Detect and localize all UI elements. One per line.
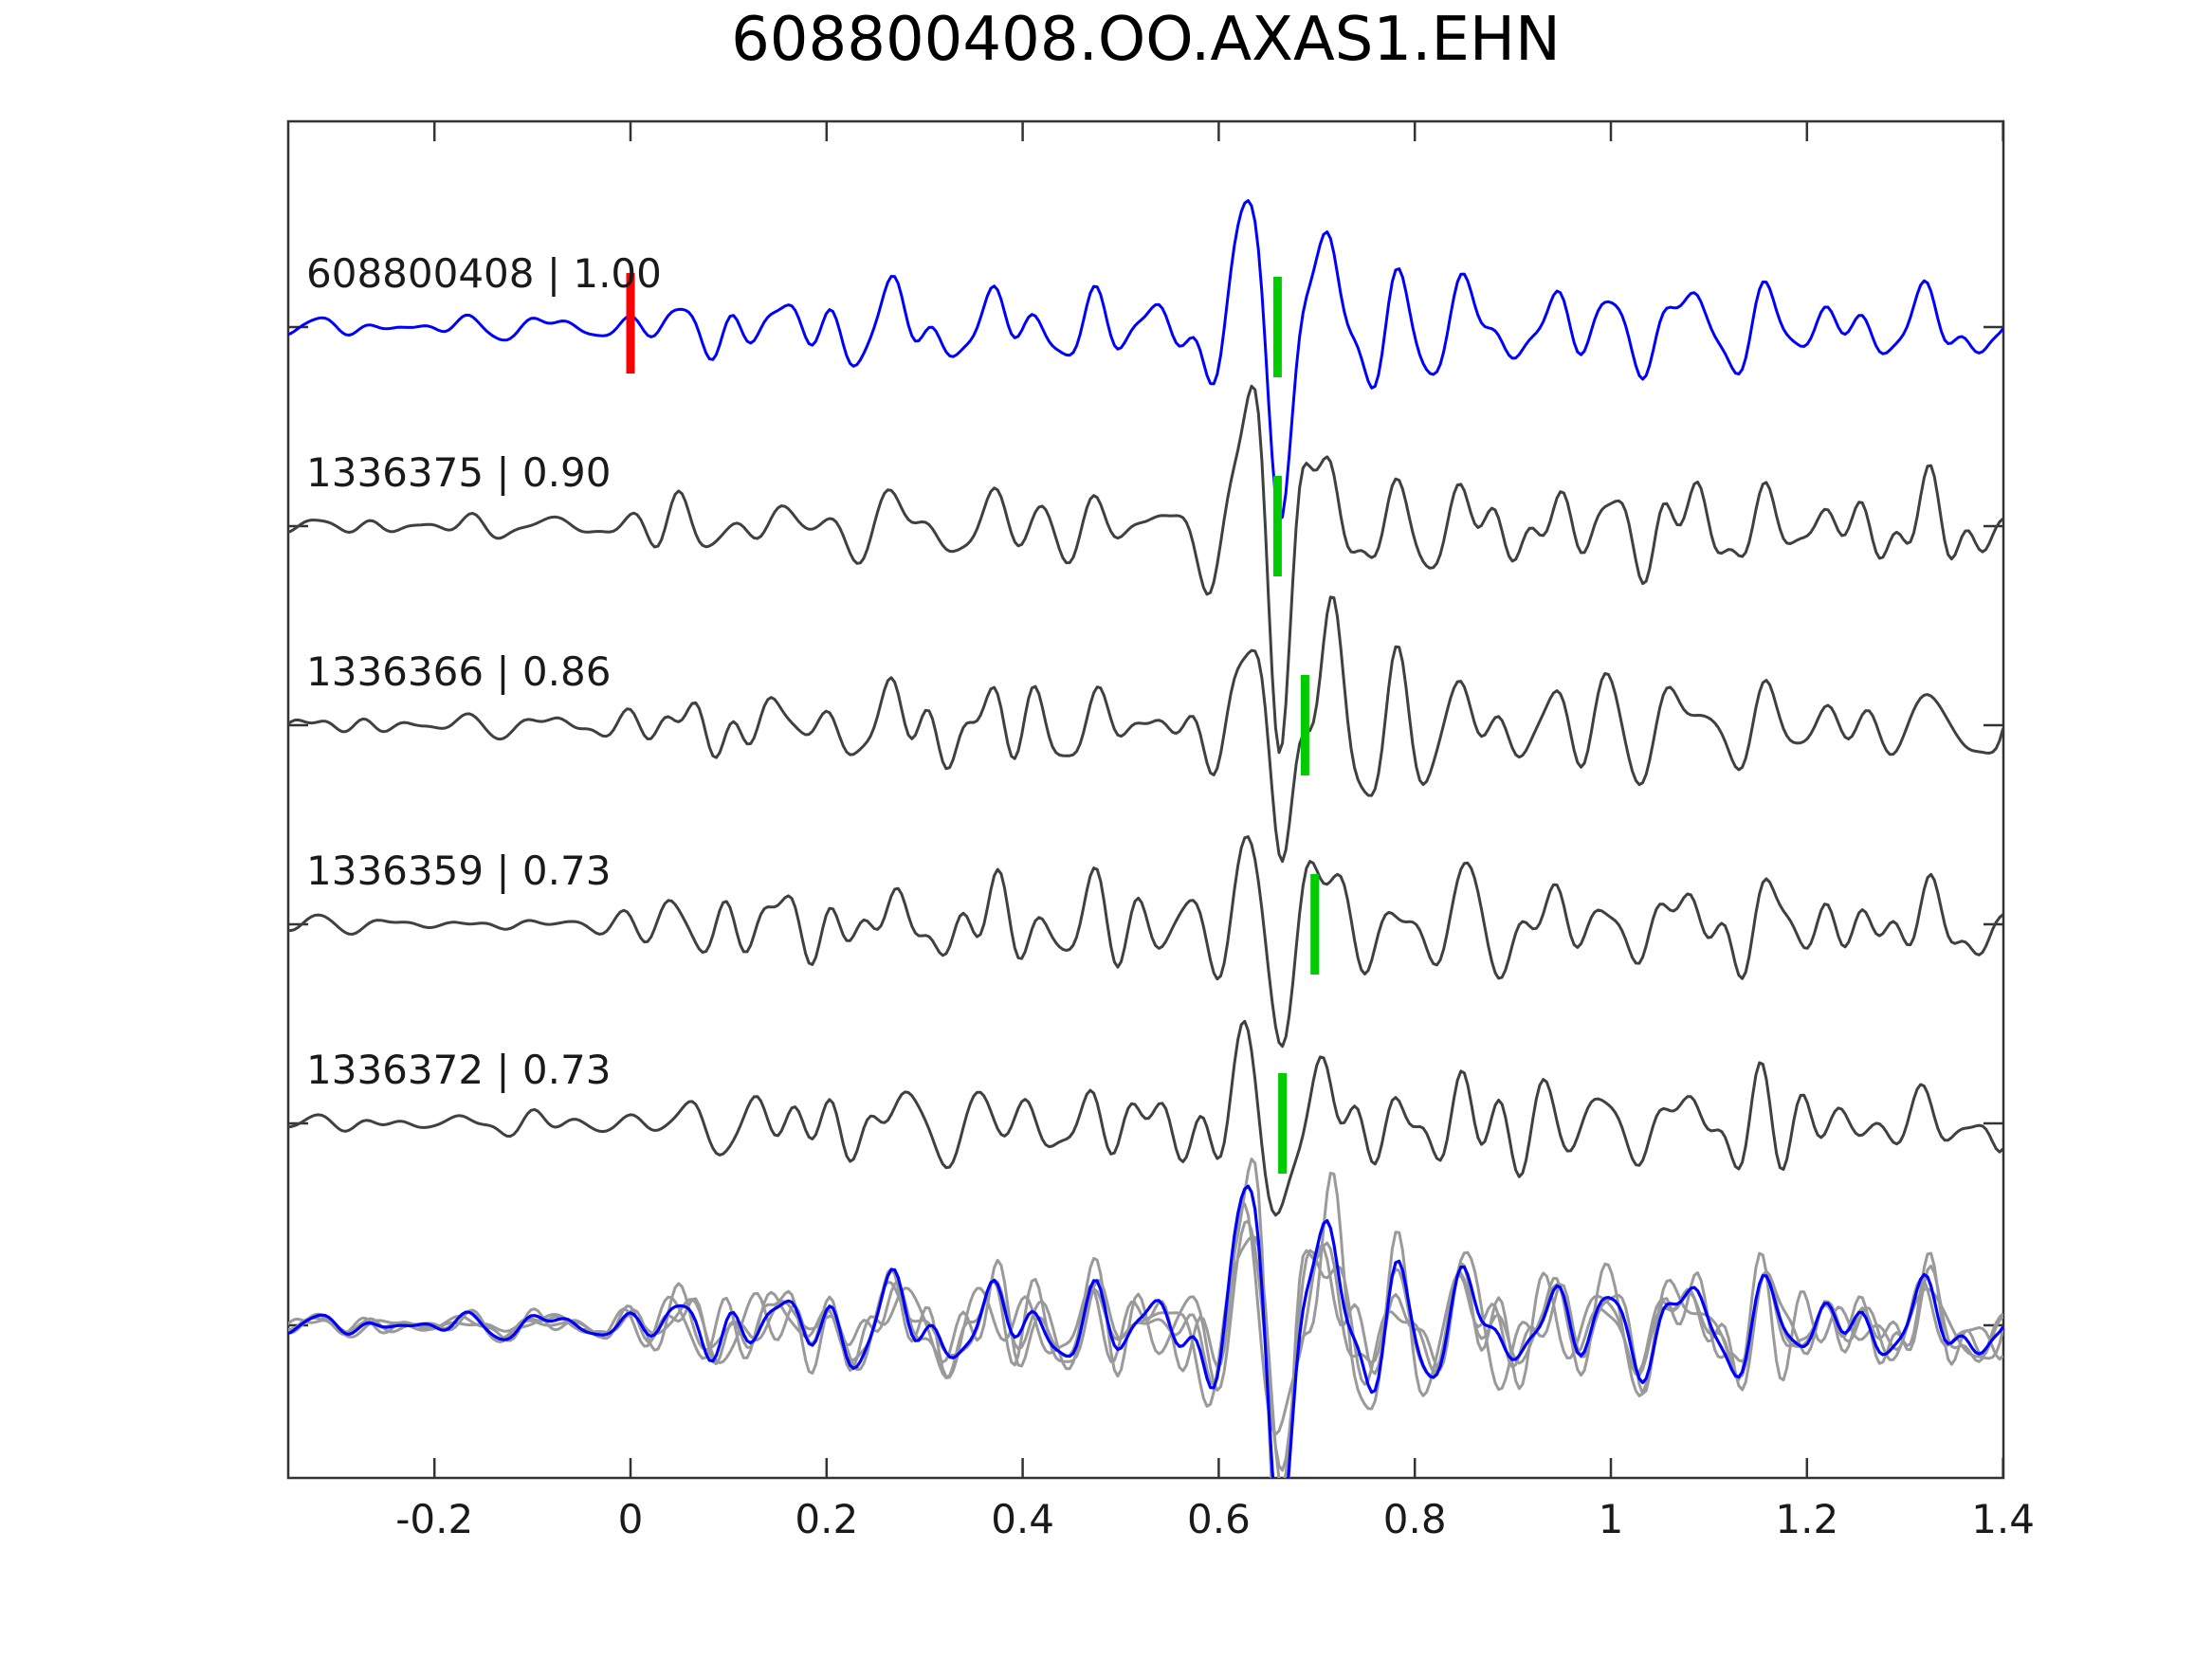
detection-marker-1336375 <box>1272 476 1282 576</box>
x-tick-label: 1 <box>1599 1496 1624 1542</box>
trace-label-1336375: 1336375 | 0.90 <box>306 449 611 496</box>
trace-waveform-608800408 <box>288 199 2003 521</box>
plot-frame <box>286 119 2005 1480</box>
x-tick-label: -0.2 <box>395 1496 473 1542</box>
detection-marker-608800408 <box>1272 277 1282 377</box>
overlay-trace-1336372 <box>288 1202 2003 1436</box>
detection-marker-1336359 <box>1310 874 1320 975</box>
waveforms <box>288 199 2003 1478</box>
trace-waveform-1336375 <box>288 384 2003 755</box>
x-tick-label: 1.2 <box>1775 1496 1838 1542</box>
pick-marker-608800408 <box>626 273 635 374</box>
x-tick-label: 0.8 <box>1383 1496 1447 1542</box>
x-tick-label: 0 <box>618 1496 644 1542</box>
x-tick-label: 0.6 <box>1187 1496 1251 1542</box>
x-tick-label: 0.4 <box>991 1496 1054 1542</box>
x-tick-label: 1.4 <box>1971 1496 2035 1542</box>
trace-label-608800408: 608800408 | 1.00 <box>306 250 662 297</box>
trace-waveform-1336359 <box>288 835 2003 1048</box>
figure-title: 608800408.OO.AXAS1.EHN <box>731 5 1561 75</box>
trace-label-1336359: 1336359 | 0.73 <box>306 848 611 894</box>
trace-label-1336366: 1336366 | 0.86 <box>306 648 611 695</box>
trace-waveform-1336372 <box>288 1019 2003 1217</box>
overlay-trace-1336366 <box>288 1172 2003 1478</box>
trace-label-1336372: 1336372 | 0.73 <box>306 1047 611 1093</box>
x-tick-label: 0.2 <box>795 1496 858 1542</box>
detection-marker-1336366 <box>1300 675 1309 775</box>
detection-marker-1336372 <box>1278 1073 1288 1174</box>
overlay-trace-608800408 <box>288 1184 2003 1478</box>
trace-waveform-1336366 <box>288 595 2003 864</box>
